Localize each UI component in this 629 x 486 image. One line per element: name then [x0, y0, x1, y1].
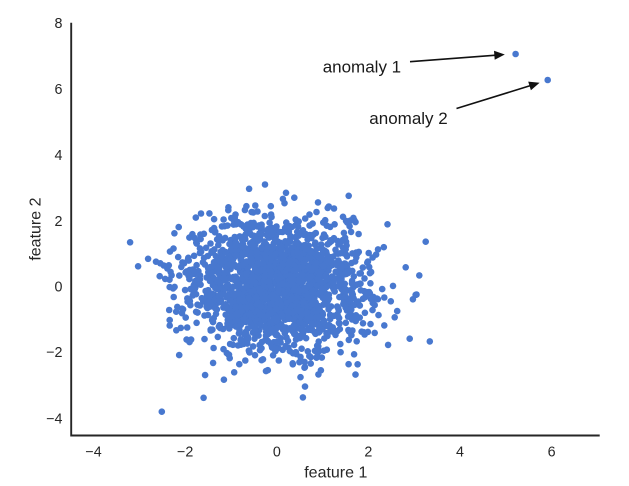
svg-text:anomaly 1: anomaly 1 [323, 58, 401, 77]
svg-text:feature 1: feature 1 [304, 464, 367, 481]
svg-text:6: 6 [548, 445, 556, 461]
svg-text:4: 4 [55, 148, 63, 164]
svg-text:0: 0 [273, 445, 281, 461]
svg-text:−2: −2 [177, 445, 193, 461]
svg-text:−2: −2 [46, 345, 62, 361]
svg-text:anomaly 2: anomaly 2 [369, 109, 447, 128]
svg-text:−4: −4 [46, 412, 62, 428]
svg-text:0: 0 [55, 280, 63, 296]
svg-text:2: 2 [55, 214, 63, 230]
svg-text:−4: −4 [85, 445, 101, 461]
svg-text:feature 2: feature 2 [28, 197, 45, 260]
svg-text:4: 4 [456, 445, 464, 461]
svg-text:2: 2 [364, 445, 372, 461]
svg-text:8: 8 [55, 16, 63, 32]
svg-text:6: 6 [55, 82, 63, 98]
